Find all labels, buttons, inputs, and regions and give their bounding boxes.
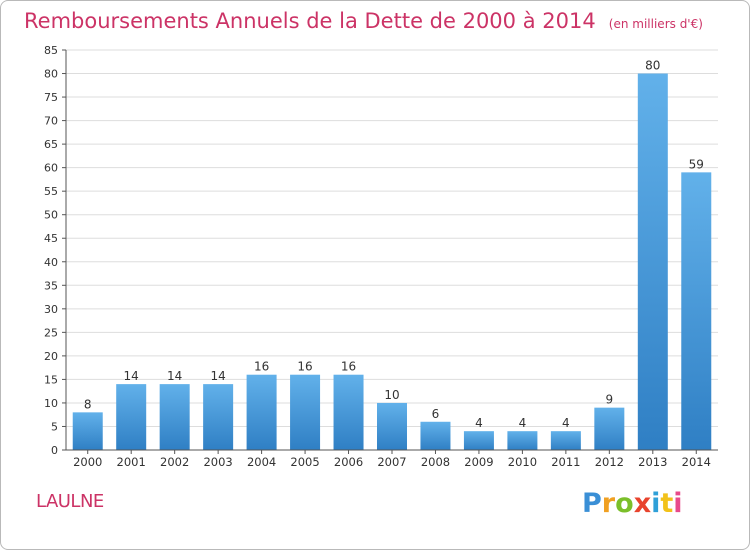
proxiti-logo: Proxiti: [582, 488, 683, 519]
y-tick-label: 30: [44, 303, 58, 316]
y-tick-label: 65: [44, 138, 58, 151]
chart-title: Remboursements Annuels de la Dette de 20…: [24, 9, 596, 33]
bar: [333, 374, 364, 450]
y-tick-label: 55: [44, 185, 58, 198]
label-layer: 8 2000 14 2001 14 2002 14 2003 16 2004 16 2005 16 200…: [73, 59, 711, 469]
logo-letter: o: [615, 488, 634, 519]
bar: [290, 374, 321, 450]
value-label: 80: [645, 59, 660, 73]
y-tick-label: 75: [44, 91, 58, 104]
y-tick-label: 40: [44, 256, 58, 269]
x-tick-label: 2002: [160, 455, 189, 469]
logo-letter: i: [673, 488, 683, 519]
bar: [159, 384, 190, 450]
bar: [594, 407, 625, 450]
value-label: 16: [297, 360, 312, 374]
value-label: 59: [689, 157, 704, 171]
value-label: 10: [384, 388, 399, 402]
x-tick-label: 2012: [595, 455, 624, 469]
x-tick-label: 2004: [247, 455, 276, 469]
bar: [377, 402, 407, 450]
y-tick-label: 35: [44, 279, 58, 292]
x-tick-label: 2008: [421, 455, 450, 469]
chart-title-block: Remboursements Annuels de la Dette de 20…: [24, 6, 703, 36]
bar: [550, 431, 581, 450]
x-tick-label: 2000: [73, 455, 102, 469]
x-tick-label: 2013: [638, 455, 667, 469]
bar: [507, 431, 538, 450]
value-label: 14: [210, 369, 225, 383]
bar: [420, 421, 451, 450]
y-tick-label: 70: [44, 115, 58, 128]
value-label: 4: [562, 416, 570, 430]
y-tick-label: 15: [44, 373, 58, 386]
x-tick-label: 2014: [682, 455, 711, 469]
bar: [463, 431, 494, 450]
x-tick-label: 2009: [464, 455, 493, 469]
value-label: 9: [606, 393, 614, 407]
commune-name: LAULNE: [36, 491, 104, 512]
x-tick-label: 2011: [551, 455, 580, 469]
bar: [681, 172, 712, 450]
logo-letter: P: [582, 488, 602, 519]
logo-letter: t: [660, 488, 674, 519]
y-tick-label: 25: [44, 326, 58, 339]
y-tick-label: 45: [44, 232, 58, 245]
x-tick-label: 2010: [508, 455, 537, 469]
value-label: 16: [254, 360, 269, 374]
bar: [116, 384, 147, 450]
y-tick-label: 80: [44, 68, 58, 81]
x-tick-label: 2001: [117, 455, 146, 469]
bar: [203, 384, 234, 450]
x-tick-label: 2006: [334, 455, 363, 469]
axis-layer: 0 5 10 15 20 25 30 35 40 45 50 55 60 65 70 75 80 85: [44, 44, 718, 457]
value-label: 4: [475, 416, 483, 430]
y-tick-label: 5: [51, 420, 58, 433]
logo-letter: x: [633, 488, 652, 519]
y-tick-label: 85: [44, 44, 58, 57]
x-tick-label: 2007: [377, 455, 406, 469]
value-label: 4: [519, 416, 527, 430]
bar: [72, 412, 103, 450]
value-label: 16: [341, 360, 356, 374]
value-label: 14: [124, 369, 139, 383]
y-tick-label: 10: [44, 397, 58, 410]
chart-subtitle: (en milliers d'€): [608, 17, 703, 31]
value-label: 8: [84, 397, 92, 411]
y-tick-label: 50: [44, 209, 58, 222]
x-tick-label: 2003: [203, 455, 232, 469]
logo-letter: i: [651, 488, 661, 519]
bar: [246, 374, 277, 450]
y-tick-label: 20: [44, 350, 58, 363]
value-label: 14: [167, 369, 182, 383]
y-tick-label: 60: [44, 162, 58, 175]
logo-letter: r: [601, 488, 616, 519]
value-label: 6: [432, 407, 440, 421]
grid-layer: [66, 49, 718, 427]
bar: [637, 73, 668, 450]
y-tick-label: 0: [51, 444, 58, 457]
x-tick-label: 2005: [290, 455, 319, 469]
bar-layer: [72, 73, 712, 450]
